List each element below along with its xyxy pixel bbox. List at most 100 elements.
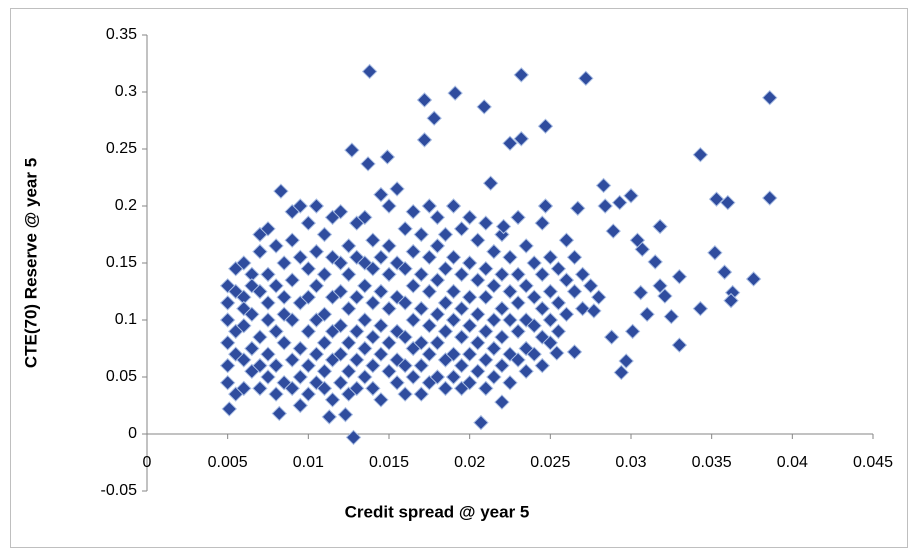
data-point — [482, 175, 499, 191]
data-point — [692, 146, 709, 163]
data-point — [574, 300, 591, 317]
data-point — [357, 340, 373, 357]
data-point — [534, 266, 550, 283]
data-point — [445, 283, 462, 300]
data-point — [478, 352, 494, 368]
data-point — [513, 131, 530, 147]
data-point — [337, 406, 354, 423]
y-tick-label: 0.35 — [106, 26, 137, 43]
data-point — [308, 198, 325, 214]
data-point — [284, 380, 300, 397]
data-point — [284, 272, 300, 288]
data-point — [597, 198, 613, 214]
data-point — [260, 221, 276, 237]
data-point — [236, 380, 252, 397]
data-point — [357, 209, 373, 226]
data-point — [510, 352, 526, 368]
data-point — [260, 369, 276, 385]
data-point — [526, 317, 542, 334]
data-point — [389, 255, 405, 271]
data-point — [453, 266, 470, 283]
data-point — [260, 295, 276, 311]
data-point — [219, 357, 236, 374]
data-point — [300, 386, 317, 402]
data-point — [316, 226, 333, 243]
data-point — [349, 289, 365, 305]
data-point — [389, 289, 405, 305]
data-point — [300, 215, 317, 231]
data-point — [486, 243, 502, 260]
data-point — [461, 209, 478, 226]
y-tick-label: 0.1 — [115, 311, 137, 328]
data-point — [426, 110, 442, 126]
data-point — [486, 312, 502, 328]
x-tick-label: 0.03 — [615, 454, 646, 471]
data-point — [421, 198, 438, 214]
data-point — [379, 149, 396, 165]
data-point — [586, 303, 602, 319]
x-tick-label: 0.025 — [530, 454, 570, 471]
data-point — [558, 232, 575, 248]
data-point — [221, 401, 237, 417]
data-point — [663, 308, 680, 325]
data-point — [381, 335, 397, 351]
data-point — [453, 300, 470, 317]
data-point — [537, 118, 554, 134]
data-point — [365, 329, 381, 345]
data-point — [478, 380, 494, 397]
data-point — [461, 255, 478, 271]
data-point — [437, 226, 454, 243]
data-point — [470, 306, 486, 323]
data-point — [268, 323, 284, 340]
data-point — [365, 260, 381, 277]
data-point — [389, 181, 405, 197]
data-point — [624, 323, 641, 340]
y-tick-label: 0.05 — [106, 368, 137, 385]
x-tick-label: 0.01 — [293, 454, 324, 471]
data-point — [605, 223, 621, 239]
data-point — [461, 317, 478, 334]
data-point — [340, 335, 357, 351]
data-point — [292, 369, 308, 385]
data-point — [707, 245, 723, 261]
data-point — [486, 278, 502, 294]
data-point — [252, 329, 268, 345]
data-point — [381, 198, 397, 214]
x-tick-label: 0 — [143, 454, 152, 471]
data-point — [566, 249, 583, 266]
data-point — [542, 249, 559, 266]
data-point — [405, 203, 421, 220]
data-point — [284, 232, 300, 248]
data-point — [373, 249, 389, 266]
data-point — [360, 156, 376, 172]
data-point — [345, 429, 362, 446]
data-point — [397, 386, 413, 402]
data-point — [526, 255, 542, 271]
data-point — [518, 363, 534, 380]
data-point — [365, 357, 381, 374]
data-point — [365, 295, 381, 311]
x-tick-label: 0.015 — [369, 454, 409, 471]
data-point — [389, 352, 405, 368]
data-point — [421, 249, 438, 266]
data-point — [321, 409, 338, 425]
data-point — [316, 335, 333, 351]
data-point — [429, 238, 446, 254]
y-tick-label: 0.3 — [115, 83, 137, 100]
data-point — [478, 289, 494, 305]
data-point — [566, 283, 583, 300]
data-point — [537, 198, 554, 214]
data-point — [300, 323, 317, 340]
data-point — [332, 283, 349, 300]
data-point — [502, 249, 518, 266]
data-point — [671, 337, 688, 353]
data-point — [219, 295, 236, 311]
data-point — [421, 346, 438, 362]
data-point — [373, 346, 389, 362]
data-point — [618, 353, 634, 369]
data-point — [445, 369, 462, 385]
data-point — [461, 346, 478, 362]
data-point — [595, 177, 612, 194]
data-point — [405, 278, 421, 294]
x-axis-title: Credit spread @ year 5 — [345, 502, 530, 521]
